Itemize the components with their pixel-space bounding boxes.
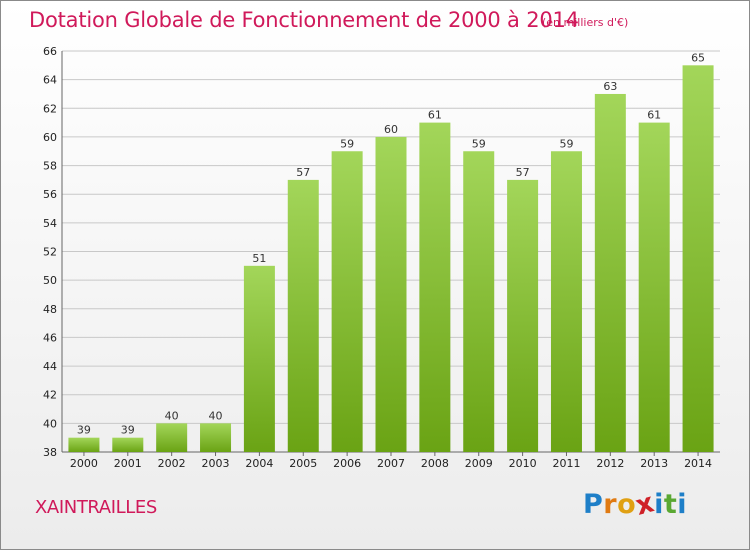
data-label-2014: 65: [691, 51, 705, 64]
data-label-2003: 40: [209, 409, 223, 422]
data-label-2008: 61: [428, 109, 442, 122]
x-tick-label-2005: 2005: [289, 457, 317, 470]
x-tick-label-2006: 2006: [333, 457, 361, 470]
bar-2004: [243, 265, 275, 452]
bar-2009: [463, 151, 495, 452]
y-tick-label: 42: [43, 389, 57, 402]
logo-letter: P: [583, 489, 604, 520]
data-label-2009: 59: [472, 137, 486, 150]
y-tick-label: 46: [43, 331, 57, 344]
bar-2010: [507, 179, 539, 452]
bar-2005: [287, 179, 319, 452]
bar-2008: [419, 122, 451, 452]
y-tick-label: 56: [43, 188, 57, 201]
x-tick-label-2014: 2014: [684, 457, 712, 470]
chart-title: Dotation Globale de Fonctionnement de 20…: [29, 8, 579, 32]
x-tick-label-2007: 2007: [377, 457, 405, 470]
commune-name: XAINTRAILLES: [35, 497, 157, 518]
x-tick-label-2003: 2003: [202, 457, 230, 470]
y-tick-label: 48: [43, 303, 57, 316]
data-label-2007: 60: [384, 123, 398, 136]
data-label-2002: 40: [165, 409, 179, 422]
y-tick-label: 40: [43, 417, 57, 430]
y-tick-label: 60: [43, 131, 57, 144]
logo-letter: t: [663, 489, 678, 520]
y-tick-label: 44: [43, 360, 57, 373]
y-tick-label: 52: [43, 246, 57, 259]
proxiti-logo[interactable]: Proxiti: [583, 487, 688, 522]
data-label-2011: 59: [559, 137, 573, 150]
data-label-2010: 57: [516, 166, 530, 179]
bar-2006: [331, 151, 363, 452]
bar-2013: [638, 122, 670, 452]
x-tick-label-2004: 2004: [245, 457, 273, 470]
y-tick-label: 64: [43, 74, 57, 87]
logo-letter: i: [677, 489, 688, 520]
x-tick-label-2012: 2012: [596, 457, 624, 470]
y-tick-label: 66: [43, 45, 57, 58]
x-tick-label-2002: 2002: [158, 457, 186, 470]
logo-letter: o: [617, 489, 637, 520]
data-label-2000: 39: [77, 424, 91, 437]
x-tick-label-2013: 2013: [640, 457, 668, 470]
bar-2001: [112, 437, 144, 452]
x-tick-label-2001: 2001: [114, 457, 142, 470]
bar-2007: [375, 136, 407, 452]
y-tick-label: 50: [43, 274, 57, 287]
data-label-2005: 57: [296, 166, 310, 179]
y-tick-label: 62: [43, 102, 57, 115]
bar-2012: [594, 93, 626, 452]
data-label-2012: 63: [603, 80, 617, 93]
x-tick-label-2011: 2011: [552, 457, 580, 470]
bar-2011: [550, 151, 582, 452]
bar-2000: [68, 437, 100, 452]
data-label-2004: 51: [252, 252, 266, 265]
logo-letter: i: [654, 489, 664, 520]
data-label-2013: 61: [647, 109, 661, 122]
chart-subtitle: (en milliers d'€): [542, 16, 629, 29]
x-tick-label-2009: 2009: [465, 457, 493, 470]
logo-letter: r: [603, 489, 618, 520]
x-tick-label-2000: 2000: [70, 457, 98, 470]
data-label-2001: 39: [121, 424, 135, 437]
y-tick-label: 58: [43, 160, 57, 173]
x-tick-label-2010: 2010: [509, 457, 537, 470]
bar-2003: [200, 423, 232, 452]
bar-2014: [682, 65, 714, 453]
bar-2002: [156, 423, 188, 452]
data-label-2006: 59: [340, 137, 354, 150]
y-tick-label: 38: [43, 446, 57, 459]
y-tick-label: 54: [43, 217, 57, 230]
x-tick-label-2008: 2008: [421, 457, 449, 470]
